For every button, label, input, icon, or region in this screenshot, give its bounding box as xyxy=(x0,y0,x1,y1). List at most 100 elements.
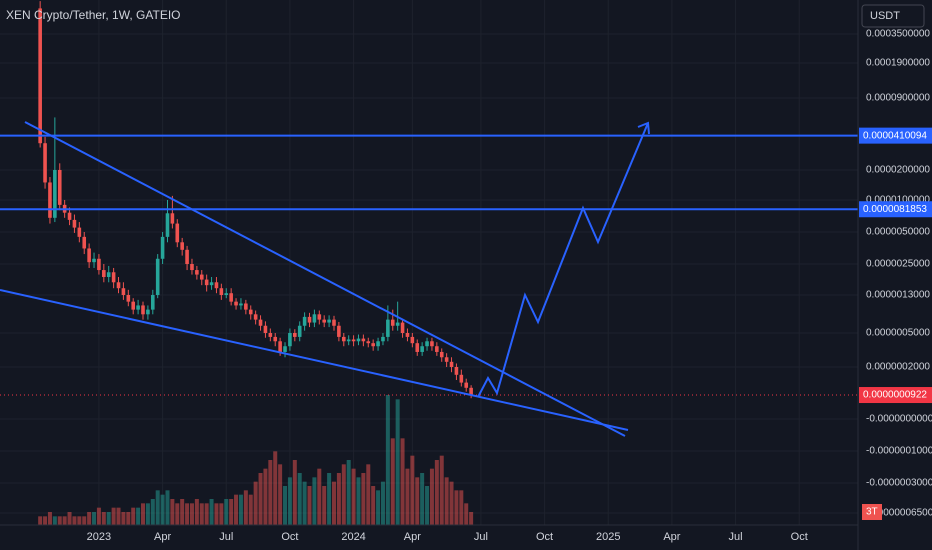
candle-body xyxy=(312,314,317,323)
volume-bar xyxy=(273,451,278,525)
candle-body xyxy=(204,279,209,286)
y-tick-label: -0.0000000000 xyxy=(866,414,932,425)
x-tick-label: Jul xyxy=(219,531,233,543)
volume-bar xyxy=(116,507,121,525)
candle-body xyxy=(405,333,410,337)
volume-bar xyxy=(145,503,150,525)
volume-bar xyxy=(229,499,234,525)
y-tick-label: 0.0000013000 xyxy=(866,290,930,301)
volume-bar xyxy=(434,460,439,525)
volume-bar xyxy=(376,490,381,525)
candle-body xyxy=(106,272,111,278)
volume-bar xyxy=(111,507,116,525)
volume-bar xyxy=(322,486,327,525)
x-tick-label: Apr xyxy=(154,531,171,543)
arrow-head xyxy=(637,121,650,135)
volume-bar xyxy=(429,468,434,525)
candle-body xyxy=(449,361,454,367)
volume-bar xyxy=(454,490,459,525)
trend-line xyxy=(24,121,626,437)
candle-body xyxy=(430,341,434,347)
candle-body xyxy=(410,336,415,344)
y-tick-label: 0.0000005000 xyxy=(866,328,930,339)
y-tick-label: 0.0001900000 xyxy=(866,58,930,69)
volume-bar xyxy=(302,481,307,525)
candle-body xyxy=(48,182,52,218)
y-tick-label: 0.0000002000 xyxy=(866,362,930,373)
candle-body xyxy=(366,341,371,344)
candle-body xyxy=(341,336,346,342)
candle-body xyxy=(160,236,165,259)
x-tick-label: Jul xyxy=(474,531,488,543)
candle-body xyxy=(72,219,77,228)
volume-bar xyxy=(371,486,376,525)
volume-bar xyxy=(331,481,336,525)
candle-body xyxy=(53,170,57,218)
volume-bar xyxy=(356,477,361,525)
volume-bar xyxy=(287,477,292,525)
volume-bar xyxy=(425,486,430,525)
candle-body xyxy=(351,339,356,342)
price-tag-label: 0.0000410094 xyxy=(863,130,927,141)
volume-bar xyxy=(214,503,219,525)
volume-bar xyxy=(87,512,92,525)
volume-tag-label: 3T xyxy=(866,507,878,518)
volume-bar xyxy=(400,438,405,525)
volume-bar xyxy=(131,507,136,525)
candle-body xyxy=(346,339,351,342)
y-tick-label: -0.0000003000 xyxy=(866,478,932,489)
volume-bar xyxy=(189,503,194,525)
candle-body xyxy=(121,288,126,295)
volume-bar xyxy=(136,507,141,525)
candle-body xyxy=(234,301,238,306)
price-tag xyxy=(859,201,932,218)
volume-bar xyxy=(180,499,185,525)
volume-bar xyxy=(415,477,420,525)
volume-bar xyxy=(92,512,97,525)
volume-bar xyxy=(380,481,385,525)
x-tick-label: 2024 xyxy=(341,531,365,543)
candle-body xyxy=(185,249,189,264)
candle-body xyxy=(195,270,199,275)
candle-body xyxy=(92,258,96,263)
x-tick-label: Oct xyxy=(281,531,298,543)
volume-bar xyxy=(395,399,400,525)
volume-bar xyxy=(96,507,101,525)
volume-bar xyxy=(410,455,415,525)
volume-bar xyxy=(385,395,390,525)
volume-bar xyxy=(361,473,366,525)
candle-body xyxy=(170,213,175,224)
candle-body xyxy=(102,270,106,278)
volume-bar xyxy=(327,473,332,525)
candle-body xyxy=(263,325,268,333)
volume-bar xyxy=(150,499,155,525)
candle-body xyxy=(386,319,390,337)
volume-bar xyxy=(234,494,239,525)
candle-body xyxy=(297,325,302,337)
candle-body xyxy=(454,367,459,375)
candle-body xyxy=(224,293,229,295)
axis-labels: 0.0003500000 0.0001900000 0.0000900000 0.00… xyxy=(87,29,932,543)
volume-bar xyxy=(263,468,268,525)
candle-body xyxy=(268,333,273,337)
y-tick-label: 0.0000100000 xyxy=(866,195,930,206)
volume-bar xyxy=(219,503,224,525)
candle-body xyxy=(400,322,405,333)
candle-body xyxy=(219,288,224,295)
candle-body xyxy=(77,227,82,237)
candle-body xyxy=(229,293,233,302)
volume-bar xyxy=(307,486,312,525)
currency-button[interactable] xyxy=(861,4,925,28)
price-axis xyxy=(858,0,932,550)
x-tick-label: Oct xyxy=(791,531,808,543)
chart-title: XEN Crypto/Tether, 1W, GATEIO xyxy=(6,8,181,22)
volume xyxy=(38,395,474,525)
candle-body xyxy=(439,351,444,358)
volume-bar xyxy=(278,464,283,525)
candle-body xyxy=(175,223,180,243)
currency-label[interactable]: USDT xyxy=(870,10,900,22)
y-tick-label: 0.0003500000 xyxy=(866,29,930,40)
candle-body xyxy=(155,258,160,295)
volume-bar xyxy=(390,438,395,525)
volume-bar xyxy=(366,464,371,525)
